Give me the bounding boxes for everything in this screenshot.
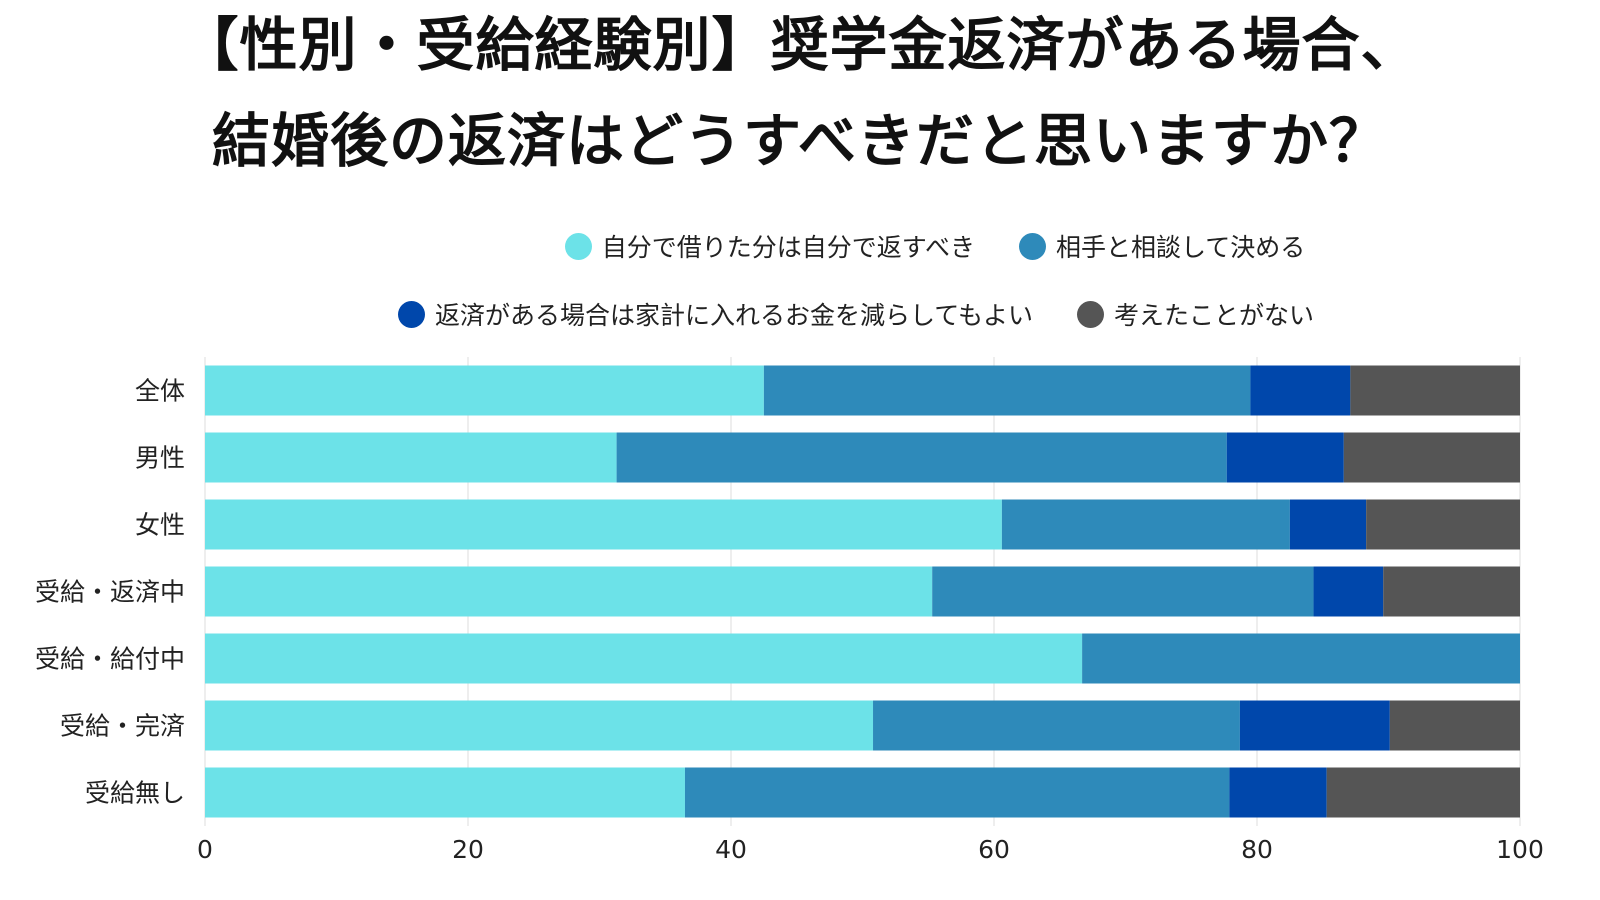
x-tick-label: 0 — [197, 835, 213, 864]
x-tick-label: 20 — [452, 835, 484, 864]
bar-segment — [1313, 566, 1384, 617]
bar-segment — [205, 767, 685, 818]
bar-segment — [1239, 700, 1390, 751]
legend-item-reduce-household: 返済がある場合は家計に入れるお金を減らしてもよい — [397, 296, 1033, 332]
bar-segment — [873, 700, 1240, 751]
bar-segment — [1383, 566, 1520, 617]
bars — [205, 365, 1520, 818]
bar-segment — [1343, 432, 1520, 483]
x-tick-label: 80 — [1241, 835, 1273, 864]
legend-label: 返済がある場合は家計に入れるお金を減らしてもよい — [434, 301, 1033, 330]
legend-row-1: 自分で借りた分は自分で返すべき 相手と相談して決める — [0, 228, 1600, 264]
bar-segment — [205, 499, 1002, 550]
legend-row-2: 返済がある場合は家計に入れるお金を減らしてもよい 考えたことがない — [0, 296, 1600, 332]
bar-segment — [205, 566, 933, 617]
category-label: 受給無し — [85, 779, 185, 808]
legend-swatch — [1077, 300, 1104, 328]
bar-segment — [1001, 499, 1290, 550]
bar-segment — [1229, 767, 1327, 818]
bar-segment — [1389, 700, 1520, 751]
bar-segment — [763, 365, 1251, 416]
bar-segment — [932, 566, 1314, 617]
legend-swatch — [1019, 232, 1046, 260]
chart-title-line-2: 結婚後の返済はどうすべきだと思いますか？ — [212, 107, 1388, 175]
legend-label: 自分で借りた分は自分で返すべき — [601, 233, 975, 262]
category-label: 受給・完済 — [60, 712, 185, 741]
bar-segment — [205, 365, 764, 416]
legend-item-consult-partner: 相手と相談して決める — [1019, 228, 1305, 264]
category-label: 受給・給付中 — [35, 645, 185, 674]
category-label: 受給・返済中 — [35, 578, 185, 607]
x-tick-label: 60 — [978, 835, 1010, 864]
bar-segment — [1326, 767, 1520, 818]
bar-segment — [1289, 499, 1367, 550]
bar-segment — [1250, 365, 1351, 416]
bar-segment — [1226, 432, 1344, 483]
bar-segment — [616, 432, 1227, 483]
bar-segment — [1082, 633, 1520, 684]
x-tick-label: 100 — [1496, 835, 1544, 864]
category-label: 男性 — [135, 444, 185, 473]
x-tick-labels: 0 20 40 60 80 100 — [197, 835, 1544, 864]
legend-label: 考えたことがない — [1114, 301, 1315, 330]
bar-segment — [684, 767, 1230, 818]
x-tick-label: 40 — [715, 835, 747, 864]
category-label: 全体 — [135, 377, 185, 406]
bar-segment — [205, 700, 874, 751]
legend-item-never-thought: 考えたことがない — [1077, 296, 1314, 332]
bar-segment — [205, 432, 617, 483]
legend-item-self-repay: 自分で借りた分は自分で返すべき — [564, 228, 975, 264]
chart-title-line-1: 【性別・受給経験別】奨学金返済がある場合、 — [180, 11, 1420, 79]
bar-segment — [205, 633, 1083, 684]
bar-segment — [1350, 365, 1520, 416]
bar-segment — [1366, 499, 1520, 550]
category-label: 女性 — [135, 511, 185, 540]
legend-swatch — [397, 300, 425, 328]
legend-label: 相手と相談して決める — [1056, 233, 1306, 262]
legend-swatch — [564, 232, 592, 260]
